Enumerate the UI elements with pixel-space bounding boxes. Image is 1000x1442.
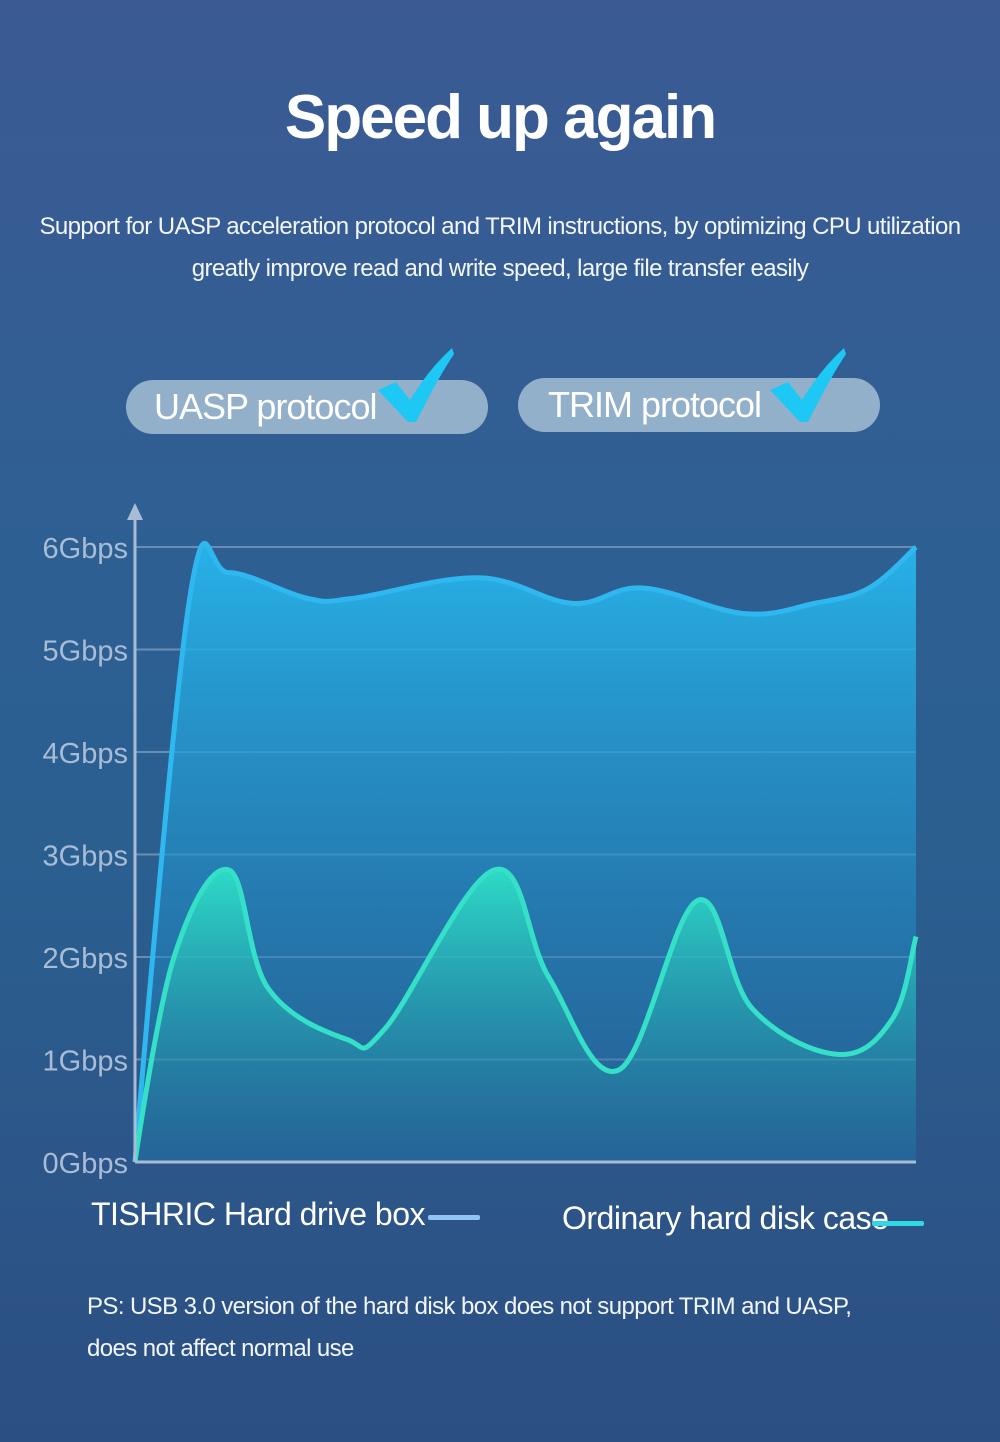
page-title: Speed up again <box>284 83 717 152</box>
legend-ordinary-label: Ordinary hard disk case <box>562 1200 889 1236</box>
check-icon <box>378 348 454 422</box>
y-tick-label: 4Gbps <box>43 738 128 770</box>
y-tick-label: 3Gbps <box>43 841 128 873</box>
y-tick-label: 2Gbps <box>43 943 128 975</box>
legend-fast-label: TISHRIC Hard drive box <box>91 1196 425 1232</box>
uasp-protocol-label: UASP protocol <box>154 386 377 427</box>
speed-chart: 0Gbps 1Gbps 2Gbps 3Gbps 4Gbps 5Gbps 6Gbps <box>43 503 919 1180</box>
trim-protocol-label: TRIM protocol <box>548 384 762 425</box>
fast-series-line <box>132 540 918 1163</box>
y-tick-label: 0Gbps <box>43 1148 128 1180</box>
legend-ordinary-line <box>872 1221 924 1226</box>
subtitle-line-1: Support for UASP acceleration protocol a… <box>39 213 962 240</box>
legend-fast-line <box>428 1215 480 1220</box>
footnote-line-1: PS: USB 3.0 version of the hard disk box… <box>87 1293 852 1320</box>
subtitle-line-2: greatly improve read and write speed, la… <box>191 255 809 282</box>
ordinary-series-area <box>135 869 916 1162</box>
footnote-line-2: does not affect normal use <box>87 1335 354 1362</box>
trim-protocol-badge: TRIM protocol <box>518 378 880 432</box>
y-tick-label: 1Gbps <box>43 1046 128 1078</box>
subtitle: Support for UASP acceleration protocol a… <box>20 206 980 290</box>
y-tick-label: 6Gbps <box>43 533 128 565</box>
ordinary-series-line <box>132 866 919 1163</box>
y-axis-arrow <box>127 503 143 520</box>
check-icon <box>770 348 846 422</box>
footnote: PS: USB 3.0 version of the hard disk box… <box>87 1286 927 1370</box>
y-tick-label: 5Gbps <box>43 636 128 668</box>
